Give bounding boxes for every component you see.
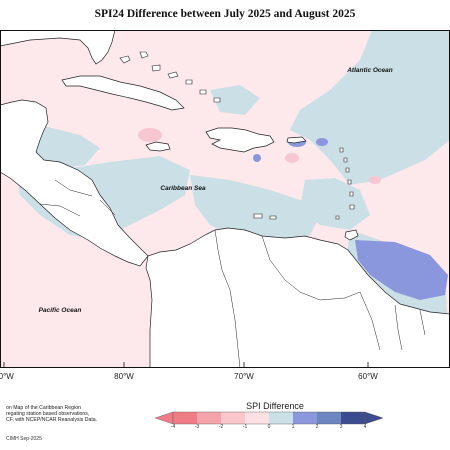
map-title: SPI24 Difference between July 2025 and A… <box>94 8 356 20</box>
legend-arrow-right <box>364 411 384 425</box>
land <box>0 30 450 368</box>
legend-title: SPI Difference <box>246 401 304 411</box>
longitude-label: 90°W <box>0 372 14 381</box>
longitude-label: 80°W <box>114 372 134 381</box>
credit-label: CIMH Sep-2025 <box>6 436 42 442</box>
legend-arrow-left <box>154 411 174 425</box>
footnote-line: regating station based observations, <box>6 411 90 417</box>
legend-tick: 3 <box>339 424 343 430</box>
legend-tick: -4 <box>170 424 176 430</box>
legend-swatch <box>245 412 269 424</box>
legend-swatch <box>317 412 341 424</box>
legend-swatch <box>173 412 197 424</box>
legend-tick: -1 <box>242 424 248 430</box>
map-panel: Atlantic Ocean Caribbean Sea Pacific Oce… <box>0 30 450 368</box>
legend-tick: -3 <box>194 424 200 430</box>
legend-tick-labels: -4 -3 -2 -1 0 1 2 3 4 <box>162 424 386 432</box>
wet-spot <box>316 138 328 146</box>
map-svg: Atlantic Ocean Caribbean Sea Pacific Oce… <box>0 30 450 368</box>
legend-swatch <box>341 412 365 424</box>
legend-tick: -2 <box>218 424 224 430</box>
legend-swatch <box>197 412 221 424</box>
country-borders <box>39 179 426 368</box>
legend-colorbar <box>154 411 384 425</box>
longitude-label: 70°W <box>234 372 254 381</box>
wet-area <box>355 240 448 300</box>
pacific-ocean-label: Pacific Ocean <box>39 307 82 314</box>
atlantic-ocean-label: Atlantic Ocean <box>346 67 393 74</box>
legend-tick: 0 <box>267 424 271 430</box>
legend-tick: 4 <box>363 424 367 430</box>
wet-spot <box>253 154 261 162</box>
legend-swatch <box>221 412 245 424</box>
small-islands <box>119 51 355 220</box>
footnote-line: on Map of the Caribbean Region <box>6 405 81 411</box>
legend-swatch <box>269 412 293 424</box>
legend-tick: 1 <box>291 424 295 430</box>
footnote-line: CF, with NCEP/NCAR Reanalysis Data. <box>6 417 98 423</box>
caribbean-sea-label: Caribbean Sea <box>160 185 206 192</box>
longitude-ticks <box>3 362 369 368</box>
longitude-label: 60°W <box>358 372 378 381</box>
legend-tick: 2 <box>315 424 319 430</box>
legend-swatch <box>293 412 317 424</box>
